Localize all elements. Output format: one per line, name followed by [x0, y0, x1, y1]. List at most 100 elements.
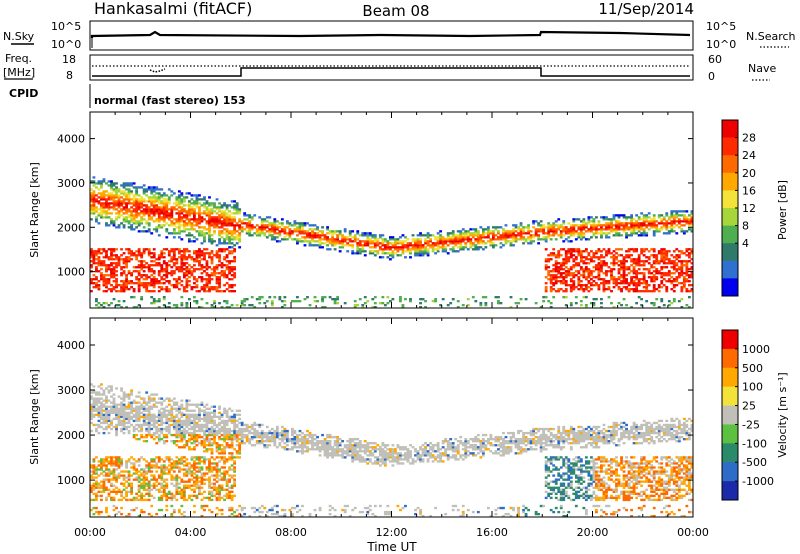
- heatmap-cell: [115, 194, 118, 197]
- heatmap-cell: [630, 270, 633, 273]
- heatmap-cell: [150, 458, 154, 461]
- heatmap-cell: [680, 286, 684, 289]
- heatmap-cell: [130, 202, 134, 205]
- heatmap-cell: [587, 262, 591, 265]
- heatmap-cell: [446, 238, 450, 241]
- heatmap-cell: [632, 280, 636, 283]
- heatmap-cell: [532, 240, 536, 243]
- heatmap-cell: [461, 246, 465, 249]
- heatmap-cell: [313, 224, 317, 227]
- heatmap-cell: [152, 208, 156, 211]
- heatmap-cell: [97, 474, 101, 477]
- heatmap-cell: [165, 482, 169, 485]
- heatmap-cell: [275, 226, 279, 229]
- heatmap-cell: [175, 425, 179, 429]
- heatmap-cell: [182, 484, 186, 487]
- heatmap-cell: [366, 240, 370, 243]
- heatmap-cell: [102, 178, 106, 181]
- heatmap-cell: [170, 194, 174, 197]
- heatmap-cell: [102, 262, 106, 265]
- heatmap-cell: [115, 256, 118, 259]
- heatmap-cell: [147, 198, 151, 201]
- heatmap-cell: [303, 224, 307, 227]
- heatmap-cell: [569, 256, 573, 259]
- heatmap-cell: [100, 194, 103, 197]
- heatmap-cell: [255, 232, 259, 235]
- heatmap-cell: [208, 286, 211, 289]
- heatmap-cell: [145, 403, 149, 406]
- heatmap-cell: [95, 186, 98, 189]
- heatmap-cell: [170, 208, 174, 211]
- heatmap-cell: [120, 280, 123, 283]
- heatmap-cell: [142, 458, 146, 461]
- heatmap-cell: [223, 276, 226, 279]
- heatmap-cell: [630, 282, 633, 285]
- heatmap-cell: [610, 222, 613, 225]
- heatmap-cell: [650, 222, 654, 225]
- heatmap-cell: [130, 224, 134, 227]
- heatmap-cell: [492, 232, 495, 235]
- heatmap-cell: [127, 250, 131, 253]
- heatmap-cell: [142, 278, 146, 281]
- heatmap-cell: [167, 429, 171, 433]
- heatmap-cell: [95, 468, 98, 471]
- heatmap-cell: [102, 490, 106, 493]
- heatmap-cell: [195, 198, 199, 201]
- heatmap-cell: [476, 238, 480, 241]
- heatmap-cell: [140, 403, 144, 406]
- heatmap-cell: [145, 415, 149, 419]
- heatmap-cell: [647, 256, 651, 259]
- heatmap-cell: [343, 236, 347, 239]
- heatmap-cell: [142, 274, 146, 277]
- heatmap-cell: [600, 268, 603, 271]
- heatmap-cell: [677, 254, 681, 257]
- heatmap-cell: [132, 429, 136, 433]
- heatmap-cell: [137, 274, 141, 277]
- heatmap-cell: [682, 220, 686, 223]
- heatmap-cell: [140, 407, 144, 410]
- heatmap-cell: [230, 274, 234, 277]
- heatmap-cell: [228, 306, 231, 309]
- heatmap-cell: [175, 304, 179, 307]
- heatmap-cell: [218, 250, 221, 253]
- heatmap-cell: [632, 276, 636, 279]
- heatmap-cell: [157, 254, 161, 257]
- heatmap-cell: [630, 224, 633, 227]
- heatmap-cell: [97, 262, 101, 265]
- heatmap-cell: [180, 423, 184, 427]
- heatmap-cell: [162, 278, 166, 281]
- heatmap-cell: [117, 413, 121, 416]
- heatmap-cell: [170, 274, 174, 277]
- heatmap-cell: [155, 198, 159, 201]
- heatmap-cell: [371, 246, 375, 249]
- heatmap-cell: [414, 254, 417, 257]
- heatmap-cell: [399, 246, 402, 249]
- heatmap-cell: [562, 226, 566, 229]
- heatmap-cell: [547, 236, 551, 239]
- heatmap-cell: [218, 216, 221, 219]
- heatmap-cell: [167, 188, 171, 191]
- heatmap-cell: [228, 242, 231, 245]
- heatmap-cell: [278, 230, 282, 233]
- heatmap-cell: [605, 270, 608, 273]
- heatmap-cell: [172, 256, 176, 259]
- heatmap-cell: [92, 176, 96, 179]
- heatmap-cell: [509, 306, 513, 309]
- heatmap-cell: [567, 232, 571, 235]
- heatmap-cell: [240, 220, 244, 223]
- heatmap-cell: [547, 266, 551, 269]
- heatmap-cell: [193, 264, 196, 267]
- heatmap-cell: [544, 238, 548, 241]
- heatmap-cell: [321, 226, 324, 229]
- heatmap-cell: [157, 274, 161, 277]
- heatmap-cell: [652, 280, 656, 283]
- heatmap-cell: [100, 216, 103, 219]
- heatmap-cell: [107, 196, 111, 199]
- heatmap-cell: [120, 258, 123, 261]
- heatmap-cell: [321, 238, 324, 241]
- heatmap-cell: [127, 220, 131, 223]
- heatmap-cell: [605, 218, 608, 221]
- heatmap-cell: [95, 284, 98, 287]
- heatmap-cell: [180, 488, 184, 491]
- heatmap-cell: [524, 232, 528, 235]
